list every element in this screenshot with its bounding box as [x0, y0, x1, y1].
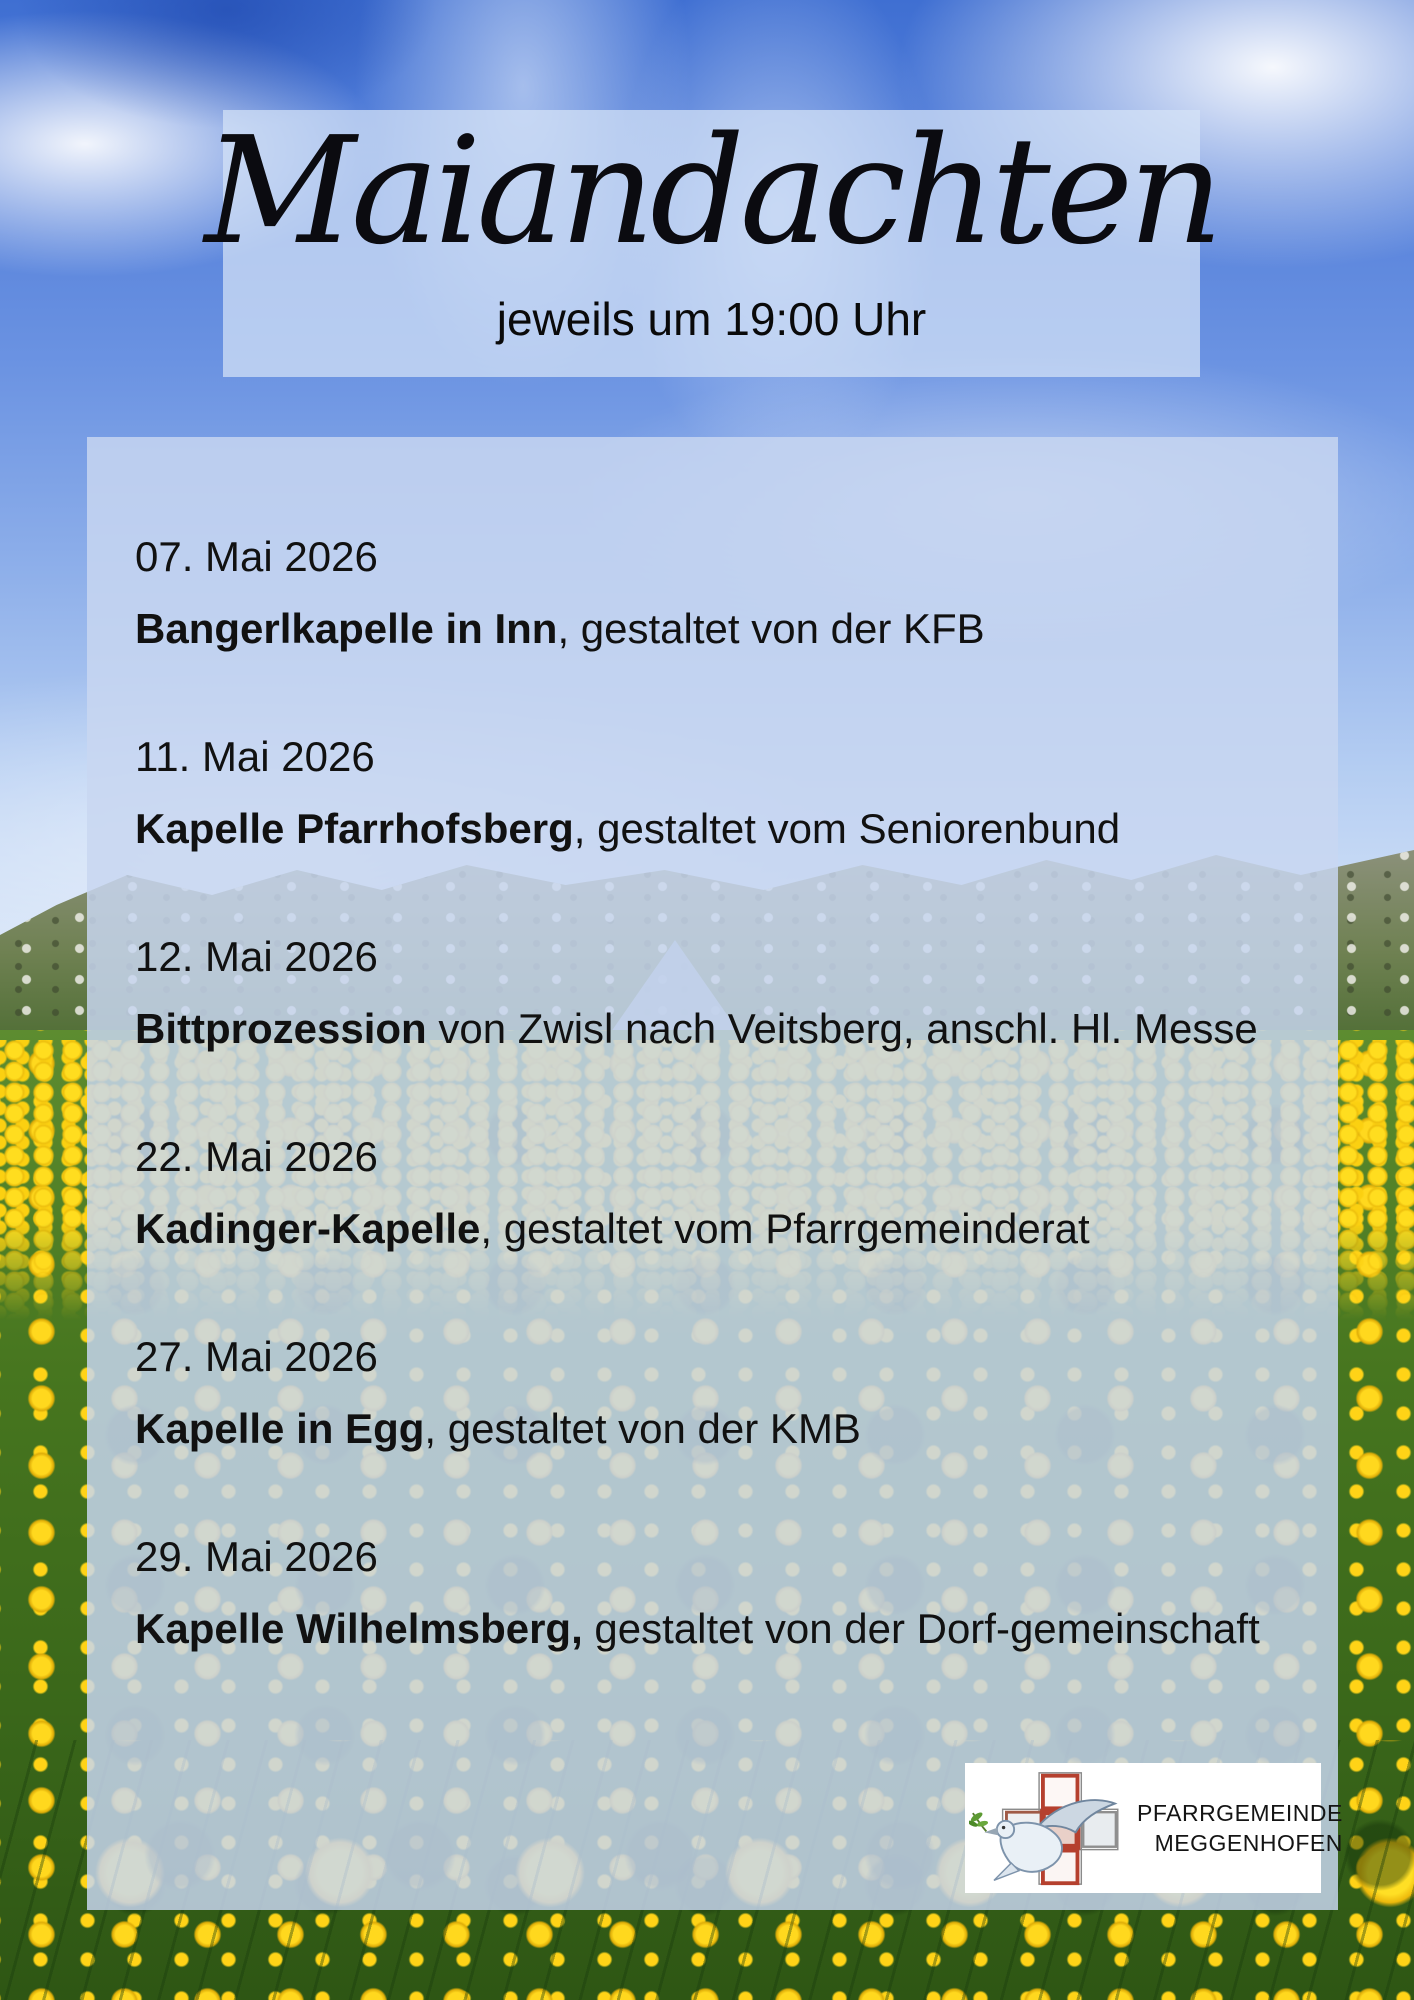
dove-cross-logo-icon	[969, 1771, 1119, 1885]
event-location: Kapelle Wilhelmsberg,	[135, 1605, 583, 1652]
event-entry: 11. Mai 2026 Kapelle Pfarrhofsberg, gest…	[135, 721, 1292, 865]
event-details: , gestaltet von der KFB	[557, 605, 985, 652]
event-location: Kapelle Pfarrhofsberg	[135, 805, 574, 852]
title-box: Maiandachten jeweils um 19:00 Uhr	[204, 105, 1224, 377]
event-location: Kadinger-Kapelle	[135, 1205, 481, 1252]
event-date: 22. Mai 2026	[135, 1133, 378, 1180]
event-date: 29. Mai 2026	[135, 1533, 378, 1580]
event-description: Bangerlkapelle in Inn, gestaltet von der…	[135, 593, 1292, 665]
event-entry: 27. Mai 2026 Kapelle in Egg, gestaltet v…	[135, 1321, 1292, 1465]
event-date: 07. Mai 2026	[135, 533, 378, 580]
event-location: Kapelle in Egg	[135, 1405, 425, 1452]
poster-title: Maiandachten	[204, 105, 1223, 277]
event-description: Kapelle in Egg, gestaltet von der KMB	[135, 1393, 1292, 1465]
event-entry: 07. Mai 2026 Bangerlkapelle in Inn, gest…	[135, 521, 1292, 665]
parish-name: PFARRGEMEINDE	[1137, 1800, 1343, 1826]
event-location: Bangerlkapelle in Inn	[135, 605, 558, 652]
event-description: Kadinger-Kapelle, gestaltet vom Pfarrgem…	[135, 1193, 1292, 1265]
parish-place: MEGGENHOFEN	[1154, 1830, 1343, 1856]
event-location: Bittprozession	[135, 1005, 427, 1052]
event-description: Kapelle Wilhelmsberg, gestaltet von der …	[135, 1593, 1292, 1665]
event-date: 11. Mai 2026	[135, 733, 375, 780]
event-details: , gestaltet vom Pfarrgemeinderat	[480, 1205, 1090, 1252]
parish-logo: PFARRGEMEINDE MEGGENHOFEN	[965, 1763, 1342, 1893]
event-details: gestaltet von der Dorf-gemeinschaft	[582, 1605, 1260, 1652]
event-details: , gestaltet von der KMB	[424, 1405, 861, 1452]
event-entry: 29. Mai 2026 Kapelle Wilhelmsberg, gesta…	[135, 1521, 1292, 1665]
event-details: , gestaltet vom Seniorenbund	[573, 805, 1121, 852]
event-details: von Zwisl nach Veitsberg, anschl. Hl. Me…	[426, 1005, 1258, 1052]
event-description: Kapelle Pfarrhofsberg, gestaltet vom Sen…	[135, 793, 1292, 865]
event-description: Bittprozession von Zwisl nach Veitsberg,…	[135, 993, 1292, 1065]
parish-logo-text: PFARRGEMEINDE MEGGENHOFEN	[1137, 1798, 1355, 1858]
schedule-panel: 07. Mai 2026 Bangerlkapelle in Inn, gest…	[87, 437, 1338, 1910]
event-entry: 22. Mai 2026 Kadinger-Kapelle, gestaltet…	[135, 1121, 1292, 1265]
poster-subtitle: jeweils um 19:00 Uhr	[496, 293, 927, 345]
event-date: 27. Mai 2026	[135, 1333, 378, 1380]
event-date: 12. Mai 2026	[135, 933, 378, 980]
event-entry: 12. Mai 2026 Bittprozession von Zwisl na…	[135, 921, 1292, 1065]
